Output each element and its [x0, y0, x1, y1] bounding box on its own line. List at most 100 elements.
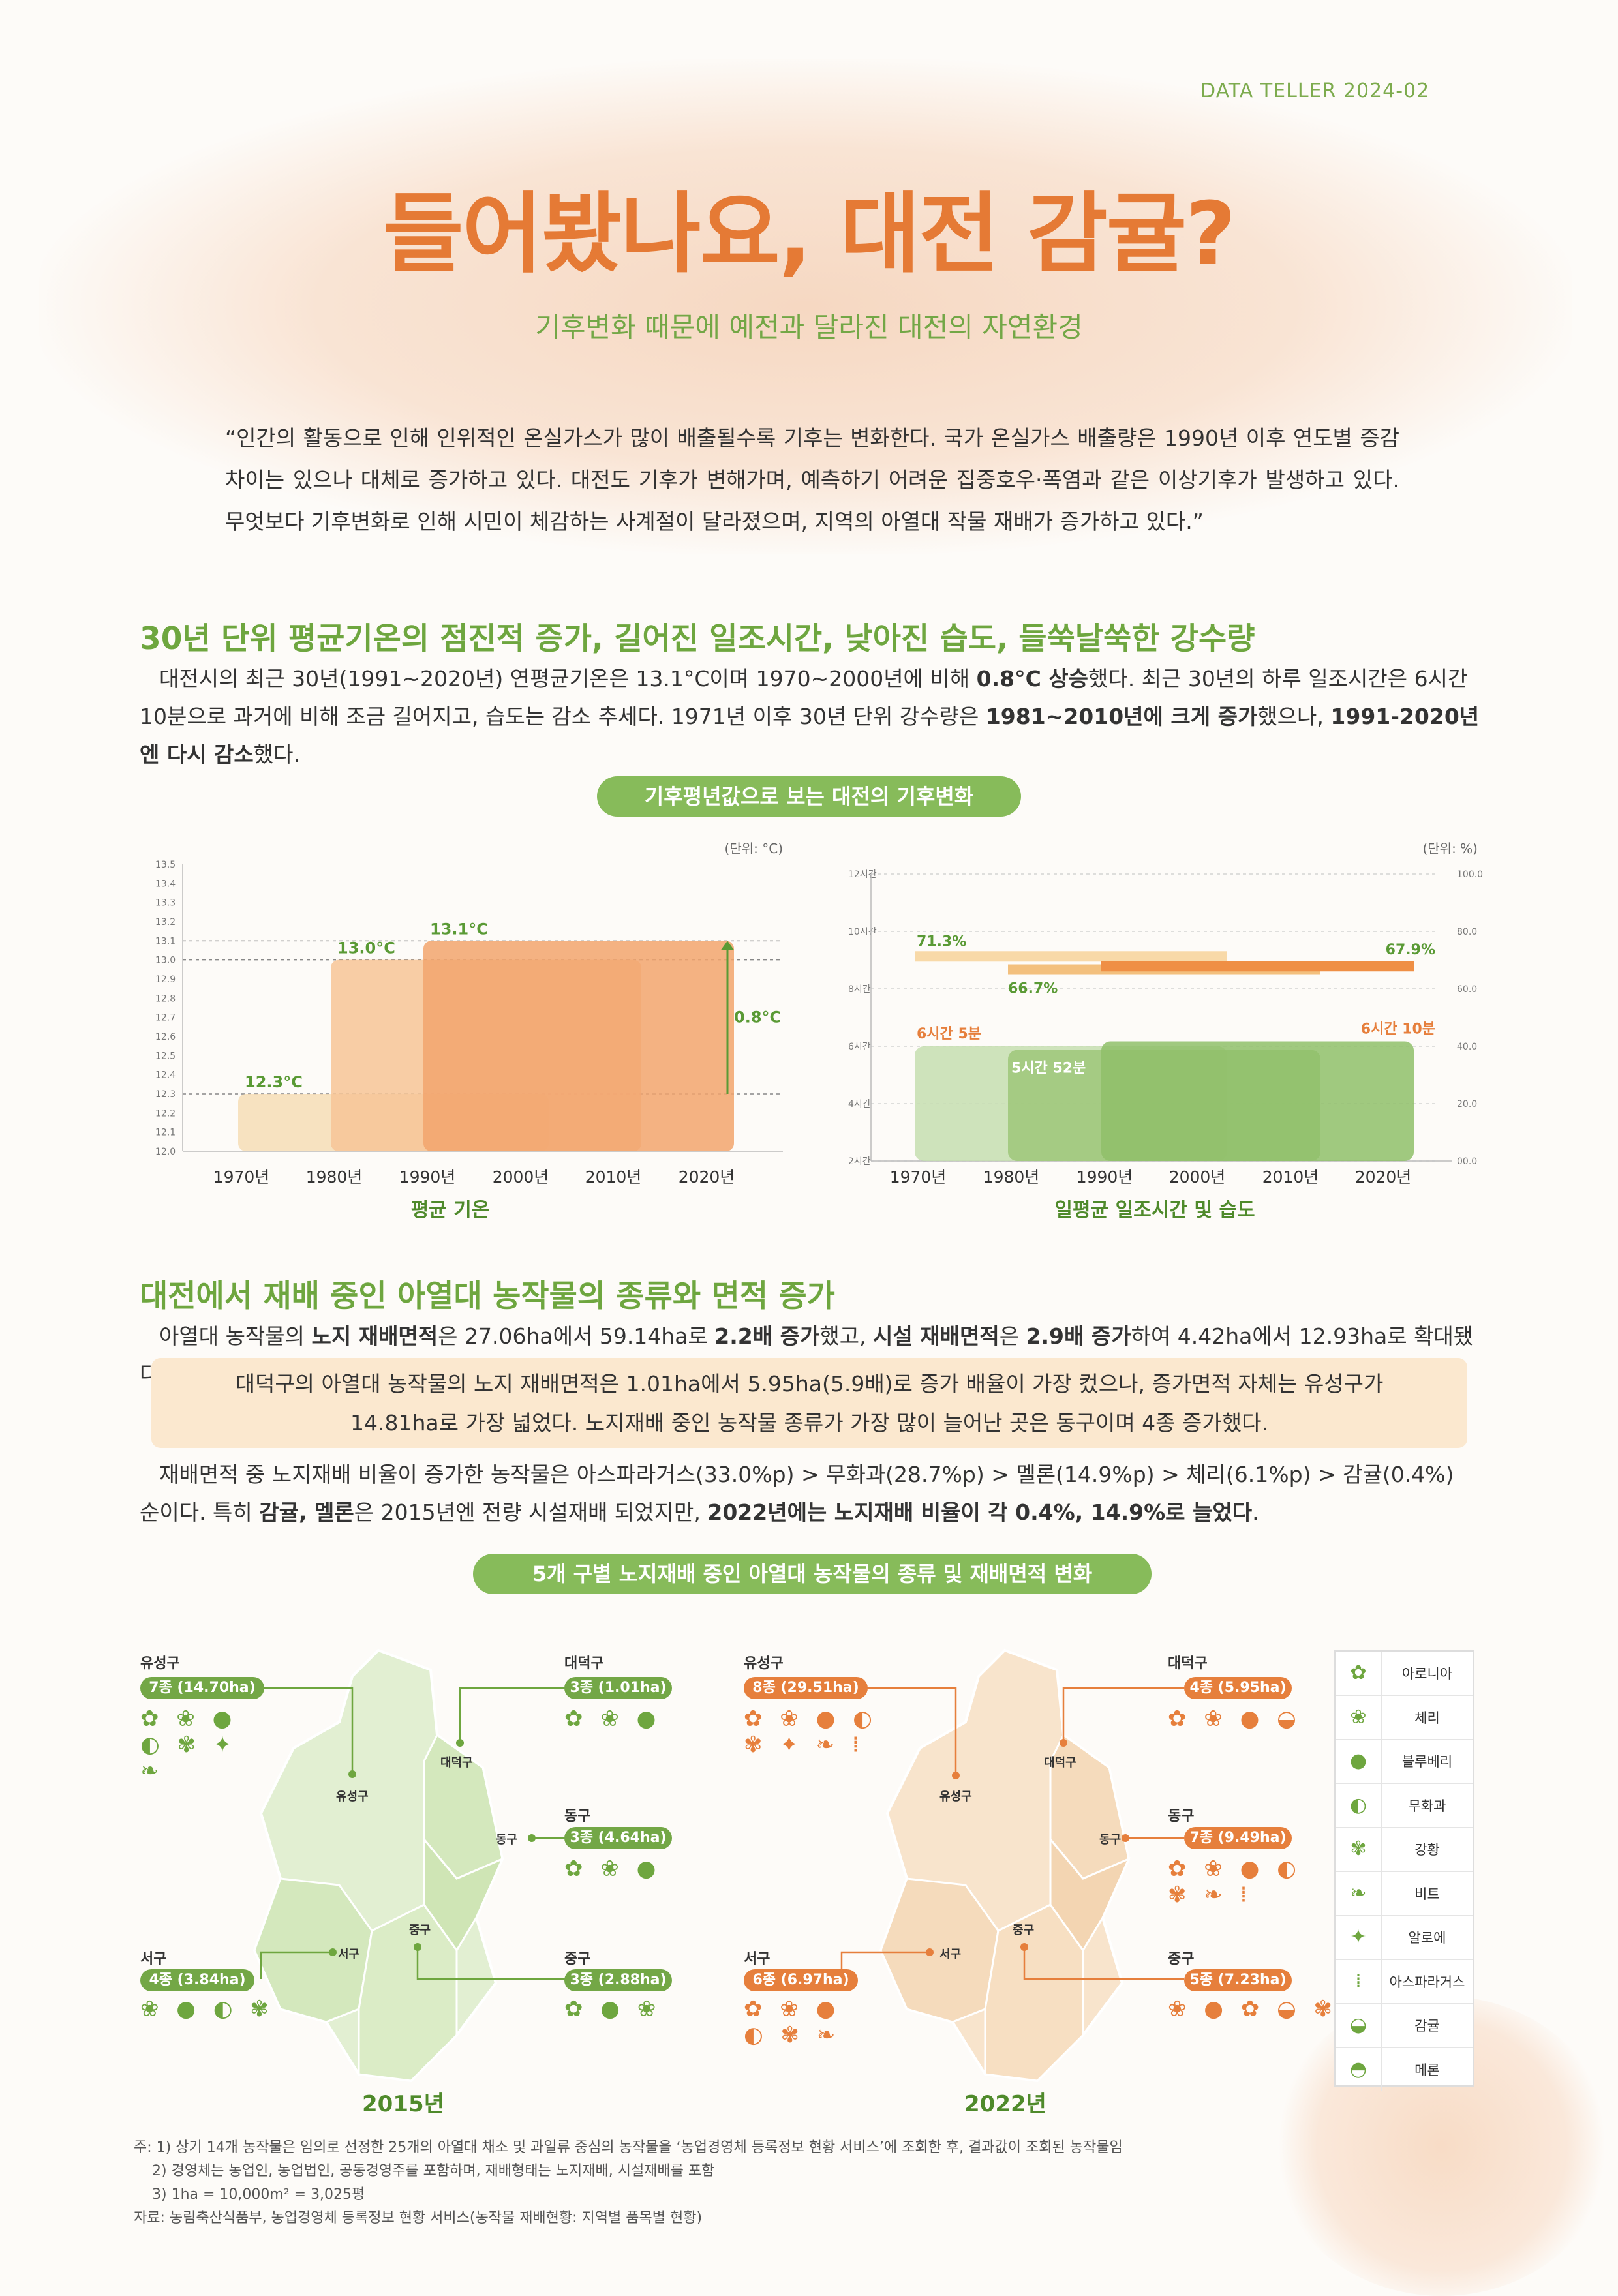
legend-crop-icon: ◓	[1336, 2047, 1382, 2091]
x-tick-label: 1980년	[983, 1168, 1040, 1186]
label-2015-yuseong: 유성구	[140, 1655, 180, 1672]
y-left-tick-label: 12시간	[848, 869, 877, 880]
legend-label: 체리	[1414, 1710, 1440, 1726]
legend-label: 블루베리	[1401, 1754, 1453, 1770]
label-2022-dong: 동구	[1168, 1808, 1195, 1824]
legend-row: ✾ 강황	[1336, 1828, 1473, 1872]
section2-title: 대전에서 재배 중인 아열대 농작물의 종류와 면적 증가	[140, 1278, 835, 1314]
temperature-bar	[423, 941, 734, 1151]
map-2022-seo-name: 서구	[939, 1948, 962, 1961]
label-2015-seo: 서구	[140, 1951, 167, 1967]
icons-2022-yuseong: ✿ ❀ ● ◐ ✾ ✦ ❧ ⁞	[744, 1706, 878, 1758]
badge-2022-dong: 7종 (9.49ha)	[1184, 1827, 1292, 1849]
section2-paragraph1: 아열대 농작물의 노지 재배면적은 27.06ha에서 59.14ha로 2.2…	[140, 1323, 1474, 1387]
y-tick-label: 13.0	[155, 956, 176, 966]
chart-title: 평균 기온	[411, 1199, 490, 1222]
legend-row: ❀ 체리	[1336, 1695, 1473, 1740]
crop-legend: ✿ 아로니아 ❀ 체리 ● 블루베리 ◐ 무화과 ✾ 강황 ❧ 비트 ✦ 알로에 ⁞ 아스파라거스 ◒ 감귤 ◓ 메론	[1334, 1650, 1474, 2091]
legend-crop-icon: ●	[1336, 1740, 1382, 1783]
y-tick-label: 12.9	[155, 974, 176, 985]
legend-crop-icon: ◐	[1336, 1783, 1382, 1827]
label-2022-jung: 중구	[1168, 1951, 1195, 1967]
humidity-label: 66.7%	[1008, 981, 1058, 997]
chart-title: 일평균 일조시간 및 습도	[1054, 1199, 1255, 1222]
badge-2015-daedeok: 3종 (1.01ha)	[564, 1677, 672, 1699]
badge-2015-jung: 3종 (2.88ha)	[564, 1969, 672, 1991]
sunshine-label: 6시간 10분	[1361, 1021, 1435, 1038]
intro-quote: “인간의 활동으로 인해 인위적인 온실가스가 많이 배출될수록 기후는 변화한…	[225, 425, 1399, 534]
badge-2015-seo: 4종 (3.84ha)	[140, 1969, 254, 1991]
x-tick-label: 2020년	[679, 1168, 735, 1186]
y-right-tick-label: 80.0	[1457, 927, 1477, 937]
x-tick-label: 1970년	[890, 1168, 947, 1186]
label-2022-seo: 서구	[744, 1951, 771, 1967]
map-2022-jung-name: 중구	[1013, 1924, 1035, 1937]
legend-crop-icon: ✦	[1336, 1916, 1382, 1959]
badge-2022-yuseong: 8종 (29.51ha)	[744, 1677, 868, 1699]
humidity-bar	[915, 951, 1227, 962]
legend-row: ◒ 감귤	[1336, 2004, 1473, 2048]
y-tick-label: 13.1	[155, 936, 176, 946]
x-tick-label: 1980년	[306, 1168, 363, 1186]
label-2022-yuseong: 유성구	[744, 1655, 784, 1672]
humidity-bar	[1101, 961, 1414, 972]
y-tick-label: 12.1	[155, 1128, 176, 1138]
x-tick-label: 1990년	[1076, 1168, 1133, 1186]
section1-paragraph: 대전시의 최근 30년(1991~2020년) 연평균기온은 13.1°C이며 …	[140, 666, 1480, 767]
humidity-label: 71.3%	[917, 933, 966, 950]
y-tick-label: 13.2	[155, 917, 176, 928]
y-tick-label: 12.3	[155, 1089, 176, 1100]
y-tick-label: 12.8	[155, 993, 176, 1004]
map-2015-dong-name: 동구	[496, 1833, 518, 1847]
legend-crop-icon: ❧	[1336, 1871, 1382, 1915]
x-tick-label: 2020년	[1355, 1168, 1412, 1186]
year-2015: 2015년	[362, 2091, 444, 2117]
y-tick-label: 12.6	[155, 1032, 176, 1042]
icons-2022-jung: ❀ ● ✿ ◒ ✾	[1168, 1996, 1338, 2022]
footnotes: 주: 1) 상기 14개 농작물은 임의로 선정한 25개의 아열대 채소 및 …	[134, 2136, 1123, 2230]
humidity-label: 67.9%	[1386, 942, 1435, 958]
icons-2022-seo: ✿ ❀ ● ◐ ✾ ❧	[744, 1996, 841, 2048]
map-2015-daedeok-name: 대덕구	[440, 1756, 473, 1770]
y-tick-label: 13.3	[155, 898, 176, 909]
decorative-fruit-blob	[39, 59, 1572, 554]
footnote-source: 자료: 농림축산식품부, 농업경영체 등록정보 현황 서비스(농작물 재배현황:…	[134, 2210, 703, 2226]
badge-2022-daedeok: 4종 (5.95ha)	[1184, 1677, 1292, 1699]
x-tick-label: 2010년	[1262, 1168, 1319, 1186]
map-2022-daedeok-name: 대덕구	[1044, 1756, 1076, 1770]
legend-row: ✦ 알로에	[1336, 1916, 1473, 1960]
bar-value-label: 12.3°C	[245, 1073, 303, 1091]
increase-arrow-head	[721, 941, 734, 950]
y-left-tick-label: 10시간	[848, 927, 877, 937]
y-tick-label: 12.0	[155, 1147, 176, 1157]
legend-label: 아로니아	[1401, 1666, 1453, 1682]
legend-label: 비트	[1414, 1886, 1440, 1902]
legend-label: 무화과	[1408, 1798, 1446, 1814]
icons-2022-dong: ✿ ❀ ● ◐ ✾ ❧ ⁞	[1168, 1856, 1302, 1908]
icons-2022-daedeok: ✿ ❀ ● ◒	[1168, 1706, 1302, 1732]
section1-title: 30년 단위 평균기온의 점진적 증가, 길어진 일조시간, 낮아진 습도, 들…	[140, 621, 1255, 657]
label-2015-jung: 중구	[564, 1951, 591, 1967]
page-title: 들어봤나요, 대전 감귤?	[383, 183, 1236, 285]
temperature-chart: (단위: °C) 13.5 13.4 13.3 13.2 13.1 13.0 12.9 12.8…	[155, 841, 783, 1222]
legend-crop-icon: ❀	[1336, 1695, 1382, 1739]
map-2022	[879, 1648, 1131, 2083]
unit-label: (단위: %)	[1422, 841, 1478, 856]
sunshine-humidity-chart: (단위: %) 12시간 10시간 8시간 6시간 4시간 2시간 100.0 80.0 60.0…	[848, 841, 1483, 1222]
legend-label: 알로에	[1408, 1930, 1446, 1946]
icons-2015-seo: ❀ ● ◐ ✾	[140, 1996, 274, 2022]
icons-2015-dong: ✿ ❀ ●	[564, 1856, 662, 1882]
map-2022-yuseong-name: 유성구	[939, 1790, 972, 1804]
highlight-text: 대덕구의 아열대 농작물의 노지 재배면적은 1.01ha에서 5.95ha(5…	[235, 1371, 1384, 1436]
brand-label: DATA TELLER 2024-02	[1200, 80, 1430, 102]
legend-row: ◓ 메론	[1336, 2047, 1473, 2091]
legend-crop-icon: ✿	[1336, 1652, 1382, 1695]
legend-label: 감귤	[1414, 2018, 1440, 2034]
badge-2022-seo: 6종 (6.97ha)	[744, 1969, 858, 1991]
legend-row: ⁞ 아스파라거스	[1336, 1959, 1473, 2004]
x-tick-label: 1970년	[213, 1168, 270, 1186]
increase-label: 0.8°C	[734, 1008, 781, 1027]
footnote-3: 3) 1ha = 10,000m² = 3,025평	[152, 2186, 365, 2203]
map-2022-dong-name: 동구	[1099, 1833, 1122, 1847]
icons-2015-daedeok: ✿ ❀ ●	[564, 1706, 662, 1732]
